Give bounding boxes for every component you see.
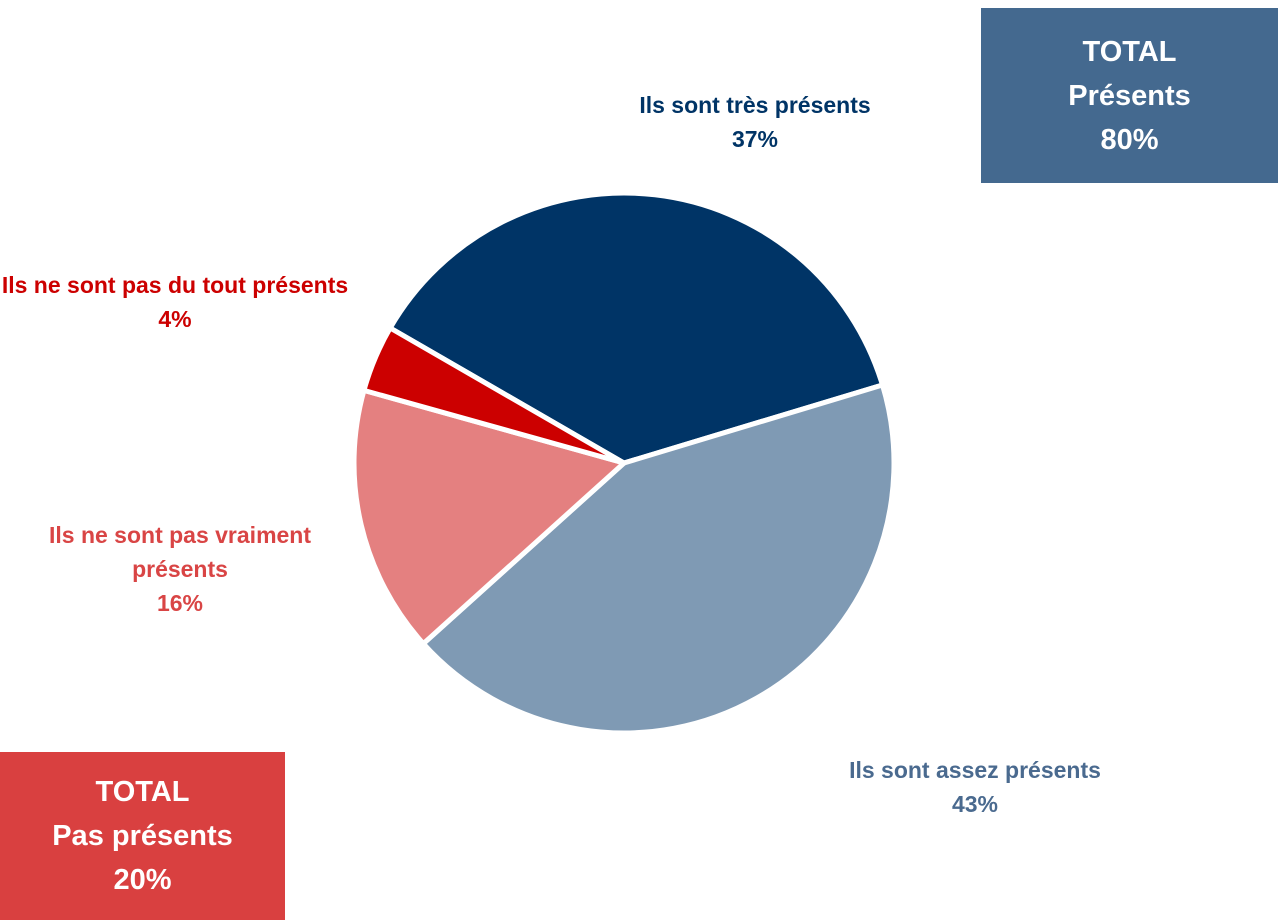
slice-name: Ils ne sont pas du tout présents [1,272,349,298]
slice-label: Ils sont très présents 37% [585,88,925,156]
total-label: Présents [1068,79,1191,112]
slice-value: 16% [156,590,204,616]
slice-value: 4% [158,306,192,332]
total-value: 80% [1100,123,1159,156]
total-title: TOTAL [95,776,190,808]
total-box: TOTAL Présents 80% [981,8,1278,183]
slice-value: 37% [731,126,779,152]
slice-name: Ils sont assez présents [849,757,1101,783]
slice-label: Ils ne sont pas du tout présents 4% [0,268,350,336]
pie-slice [351,387,627,647]
total-title: TOTAL [1082,35,1177,68]
total-box: TOTAL Pas présents 20% [0,752,285,920]
slice-name: Ils sont très présents [639,92,871,118]
slice-label: Ils ne sont pas vraiment présents 16% [40,518,320,620]
slice-value: 43% [951,791,999,817]
pie-slice [420,382,897,736]
pie-slice [387,190,885,466]
slice-name: Ils ne sont pas vraiment présents [48,522,312,582]
pie-slice [361,325,627,466]
total-value: 20% [113,864,172,896]
slice-label: Ils sont assez présents 43% [800,753,1150,821]
total-label: Pas présents [52,820,233,852]
